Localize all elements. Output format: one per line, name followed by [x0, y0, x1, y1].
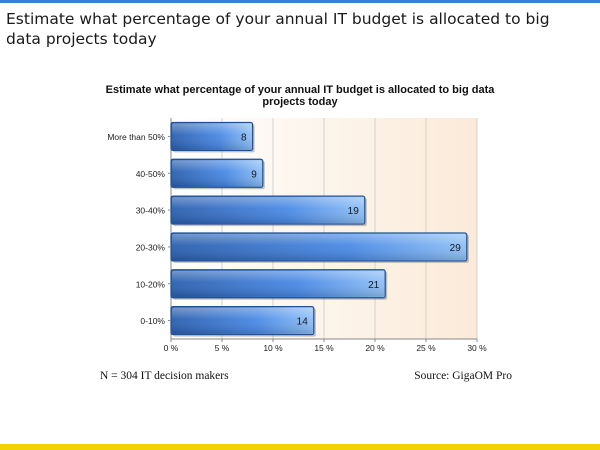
category-label: 40-50% [136, 169, 166, 179]
data-label: 9 [251, 169, 257, 180]
chart-title-line: Estimate what percentage of your annual … [106, 84, 496, 96]
data-label: 21 [368, 280, 380, 291]
sample-size-note: N = 304 IT decision makers [100, 370, 229, 382]
x-tick-label: 10 % [263, 343, 283, 353]
data-label: 19 [348, 206, 360, 217]
slide-title: Estimate what percentage of your annual … [6, 10, 550, 48]
data-label: 14 [297, 317, 309, 328]
data-labels: 8 9 19 29 21 14 [241, 132, 461, 327]
bar-shine [172, 307, 313, 334]
category-labels: More than 50% 40-50% 30-40% 20-30% 10-20% 0-1… [107, 132, 171, 326]
x-tick-label: 5 % [215, 343, 230, 353]
bars [170, 121, 469, 337]
category-label: 10-20% [136, 279, 166, 289]
bottom-accent-bar [0, 444, 600, 450]
category-label: More than 50% [107, 132, 165, 142]
category-label: 30-40% [136, 206, 166, 216]
bar-shine [172, 197, 364, 224]
chart-title-line: projects today [262, 96, 338, 108]
x-tick-label: 20 % [365, 343, 385, 353]
category-label: 20-30% [136, 242, 166, 252]
bar-shine [172, 233, 466, 260]
x-tick-label: 0 % [164, 343, 179, 353]
x-tick-labels: 0 % 5 % 10 % 15 % 20 % 25 % 30 % [164, 339, 487, 353]
data-label: 29 [450, 243, 462, 254]
data-label: 8 [241, 132, 247, 143]
x-tick-label: 15 % [314, 343, 334, 353]
bar-shine [172, 270, 385, 297]
x-tick-label: 30 % [467, 343, 487, 353]
top-accent-rule [0, 0, 600, 3]
chart-title: Estimate what percentage of your annual … [106, 84, 496, 108]
x-tick-label: 25 % [416, 343, 436, 353]
bar-shine [172, 123, 252, 150]
bar-shine [172, 160, 262, 187]
category-label: 0-10% [140, 316, 165, 326]
source-note: Source: GigaOM Pro [414, 370, 512, 382]
gridlines [170, 118, 478, 339]
